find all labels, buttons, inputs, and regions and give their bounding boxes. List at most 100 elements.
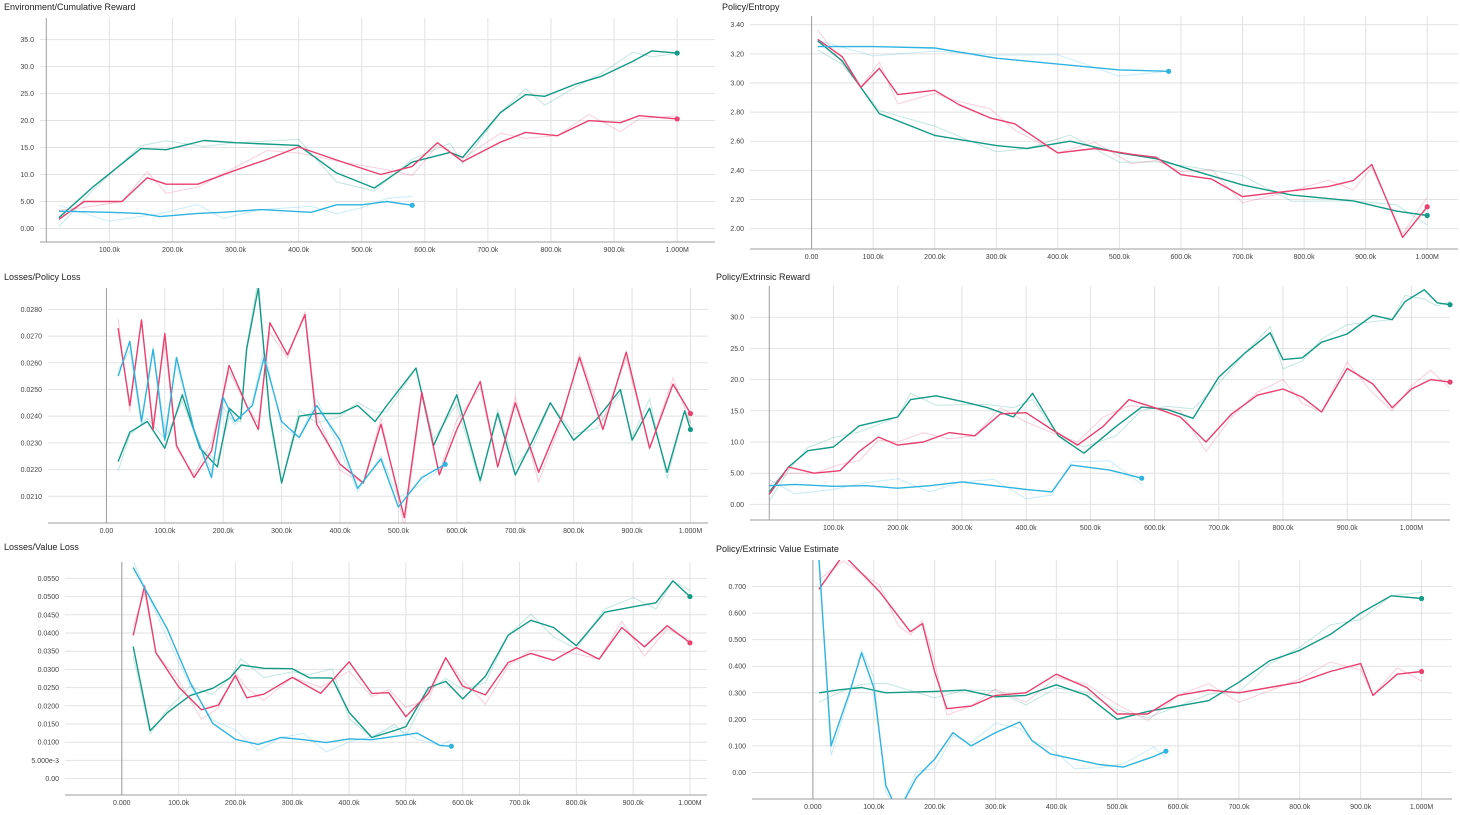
x-tick-label: 700.0k [1208,525,1230,532]
y-tick-label: 0.00 [732,770,746,777]
line-chart[interactable]: 100.0k 200.0k 300.0k 400.0k 500.0k 600.0k 700.… [712,270,1460,540]
series-line [58,114,678,220]
y-tick-label: 30.0 [730,315,744,322]
y-tick-label: 0.00 [45,776,59,783]
y-tick-label: 0.700 [728,584,746,591]
series-raw-line [132,580,691,739]
y-tick-label: 35.0 [20,37,34,44]
chart-panel-entropy: Policy/Entropy 0.00 100.0k 200.0k 300.0k 400… [718,0,1460,270]
series-line [817,45,1169,72]
x-tick-label: 600.0k [1168,804,1190,811]
series-end-marker [1166,68,1172,74]
x-tick-label: 500.0k [1080,525,1102,532]
line-chart[interactable]: 0.00 100.0k 200.0k 300.0k 400.0k 500.0k 600.0k… [718,0,1460,270]
x-tick-label: 800.0k [540,247,562,254]
plot-area [817,29,1428,239]
x-tick-label: 200.0k [213,528,235,535]
x-tick-label: 900.0k [1337,525,1359,532]
y-tick-label: 0.0260 [21,360,43,367]
x-tick-label: 800.0k [563,528,585,535]
series-raw-line [58,51,678,228]
x-tick-label: 1.000M [1400,525,1424,532]
y-tick-label: 0.0200 [38,703,60,710]
x-tick-label: 700.0k [1232,254,1254,261]
x-tick-label: 100.0k [99,247,121,254]
series-line [132,585,691,718]
x-tick-label: 400.0k [339,800,361,807]
x-tick-label: 400.0k [288,247,310,254]
y-tick-label: 0.0300 [38,667,60,674]
plot-area [818,560,1422,799]
y-tick-label: 2.80 [730,110,744,117]
x-tick-label: 100.0k [168,800,190,807]
series-raw-line [769,361,1450,486]
y-tick-label: 0.0280 [21,307,43,314]
x-tick-label: 100.0k [154,528,176,535]
y-tick-label: 0.600 [728,611,746,618]
x-tick-label: 0.00 [805,254,819,261]
x-tick-label: 0.00 [100,528,114,535]
y-tick-label: 10.0 [730,440,744,447]
plot-area [132,562,691,753]
x-tick-label: 300.0k [986,254,1008,261]
series-line [818,595,1422,721]
series-raw-line [58,195,413,222]
series-end-marker [687,426,694,433]
series-end-marker [1447,302,1453,308]
series-end-marker [674,116,680,122]
x-tick-label: 700.0k [477,247,499,254]
series-line [768,289,1450,493]
x-tick-label: 600.0k [414,247,436,254]
y-tick-label: 0.500 [728,637,746,644]
series-line [132,567,452,747]
y-tick-label: 0.0150 [38,722,60,729]
line-chart[interactable]: 100.0k 200.0k 300.0k 400.0k 500.0k 600.0k 700.… [0,0,718,270]
series-end-marker [1424,204,1430,210]
x-tick-label: 0.000 [113,800,131,807]
x-tick-label: 900.0k [604,247,626,254]
y-tick-label: 10.0 [20,172,34,179]
y-tick-label: 0.0450 [38,612,60,619]
y-tick-label: 0.0250 [38,685,60,692]
y-tick-label: 0.200 [728,717,746,724]
x-tick-label: 800.0k [566,800,588,807]
x-tick-label: 500.0k [395,800,417,807]
y-tick-label: 25.0 [730,346,744,353]
y-tick-label: 5.00 [730,471,744,478]
plot-area [117,288,692,523]
x-tick-label: 200.0k [162,247,184,254]
series-line [769,464,1142,493]
chart-panel-value-loss: Losses/Value Loss 0.000 100.0k 200.0k 300.0… [0,540,712,815]
x-tick-label: 700.0k [505,528,527,535]
x-tick-label: 1.000M [678,800,702,807]
chart-title: Losses/Policy Loss [4,272,81,282]
x-tick-label: 500.0k [1109,254,1131,261]
line-chart[interactable]: 0.00 100.0k 200.0k 300.0k 400.0k 500.0k 600.0k… [0,270,712,540]
x-tick-label: 500.0k [388,528,410,535]
y-tick-label: 25.0 [20,91,34,98]
line-chart[interactable]: 0.000 100.0k 200.0k 300.0k 400.0k 500.0k 600.0… [712,542,1460,815]
x-tick-label: 900.0k [622,528,644,535]
series-line [818,560,1167,799]
line-chart[interactable]: 0.000 100.0k 200.0k 300.0k 400.0k 500.0k 600.0… [0,540,712,815]
chart-title: Losses/Value Loss [4,542,79,552]
y-tick-label: 0.0270 [21,334,43,341]
chart-title: Environment/Cumulative Reward [4,2,136,12]
x-tick-label: 800.0k [1294,254,1316,261]
chart-title: Policy/Entropy [722,2,780,12]
x-tick-label: 400.0k [330,528,352,535]
series-line [117,288,692,484]
series-end-marker [1424,212,1430,219]
x-tick-label: 300.0k [225,247,247,254]
y-tick-label: 3.20 [730,51,744,58]
series-line [817,38,1428,239]
x-tick-label: 1.000M [665,247,689,254]
y-tick-label: 0.0500 [38,594,60,601]
series-end-marker [1139,475,1145,481]
x-tick-label: 300.0k [271,528,293,535]
y-tick-label: 2.00 [730,226,744,233]
x-tick-label: 400.0k [1046,804,1068,811]
series-end-marker [1418,668,1425,675]
x-tick-label: 1.000M [1410,804,1434,811]
series-end-marker [1447,379,1453,385]
